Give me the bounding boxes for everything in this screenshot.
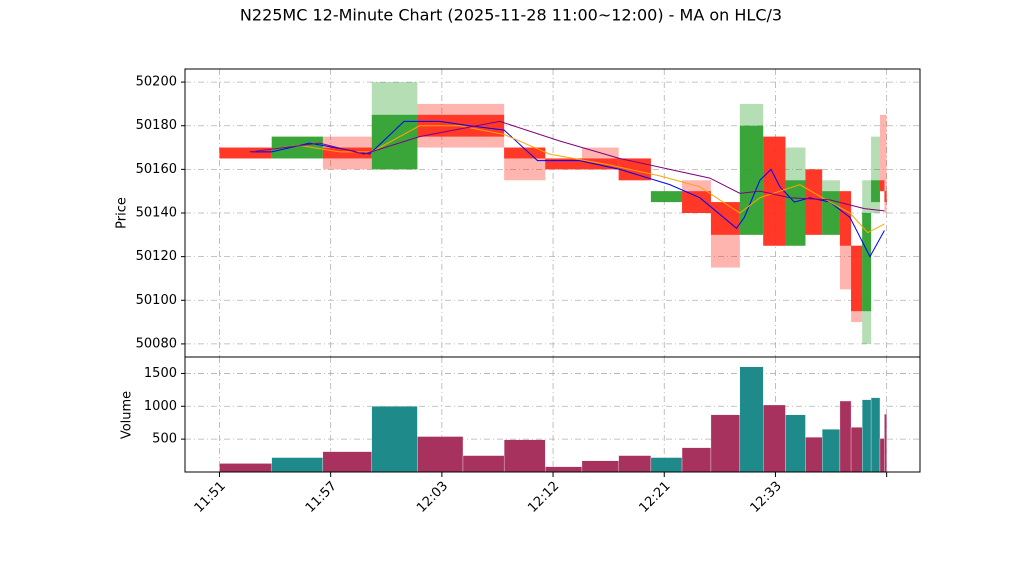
volume-bar [879, 438, 885, 473]
volume-bar [322, 451, 372, 473]
candle-body [839, 191, 852, 246]
y-tick-label: 50200 [136, 75, 177, 90]
x-tick-label: 11:57 [303, 479, 340, 516]
plot-layer: 50080 50100 50120 50140 50160 50180 50200 500 10… [136, 69, 920, 516]
volume-bar [371, 406, 418, 473]
candle-body [504, 147, 546, 159]
candle-body [581, 158, 619, 170]
volume-bar [650, 457, 683, 473]
volume-bar [884, 414, 887, 473]
volume-bar [417, 436, 464, 473]
volume-bar [739, 366, 764, 473]
candle-body [739, 125, 764, 235]
y-axis-label: Price [115, 197, 130, 229]
chart-title: N225MC 12-Minute Chart (2025-11-28 11:00… [240, 6, 782, 25]
y-tick-label: 50140 [136, 206, 177, 221]
candle-body [271, 136, 323, 159]
candle-body [545, 158, 582, 170]
volume-tick-label: 1500 [144, 366, 177, 381]
volume-bar [839, 400, 852, 473]
candle-body [884, 191, 887, 203]
volume-bar [870, 397, 881, 473]
x-tick-label: 12:03 [414, 479, 451, 516]
volume-tick-label: 1000 [144, 399, 177, 414]
volume-bar [462, 455, 505, 473]
volume-bar [850, 427, 863, 473]
volume-bar [763, 404, 786, 473]
candle-body [462, 114, 505, 137]
candle-body [805, 169, 823, 235]
x-tick-label: 12:33 [748, 479, 785, 516]
volume-tick-label: 500 [152, 432, 177, 447]
y-tick-label: 50120 [136, 249, 177, 264]
candle-body [322, 147, 372, 159]
ma-line [249, 120, 885, 212]
y-tick-label: 50100 [136, 293, 177, 308]
x-tick-label: 11:51 [192, 479, 229, 516]
candle-wick [879, 114, 885, 192]
y-tick-label: 50080 [136, 336, 177, 351]
candle-body [371, 114, 418, 170]
volume-bar [821, 429, 841, 473]
ma-line [249, 120, 885, 258]
y-tick-label: 50180 [136, 118, 177, 133]
candle-body [851, 245, 863, 312]
volume-bar [581, 460, 619, 473]
x-tick-label: 12:12 [525, 479, 562, 516]
candle-body [219, 147, 272, 159]
volume-axis-label: Volume [120, 391, 135, 439]
x-tick-label: 12:21 [636, 479, 673, 516]
ma-line [249, 125, 885, 234]
volume-bar [785, 414, 806, 473]
candle-body [763, 136, 786, 246]
volume-bar [618, 455, 652, 473]
volume-bar [805, 437, 823, 473]
candle-body [682, 191, 711, 213]
volume-bar [710, 414, 741, 473]
candle-wick [884, 114, 887, 213]
volume-bar [271, 457, 324, 473]
volume-bar [545, 466, 583, 473]
candle-body [871, 180, 880, 203]
volume-frame [184, 356, 921, 473]
candle-wick [871, 136, 880, 213]
candle-body [785, 180, 806, 246]
candle-body [862, 213, 872, 312]
volume-bar [503, 439, 546, 473]
volume-bar [219, 463, 272, 473]
volume-bar [681, 447, 712, 473]
y-tick-label: 50160 [136, 162, 177, 177]
candle-body [822, 191, 840, 235]
candle-body [879, 180, 885, 192]
candle-body [650, 191, 683, 203]
volume-bar [862, 399, 872, 473]
